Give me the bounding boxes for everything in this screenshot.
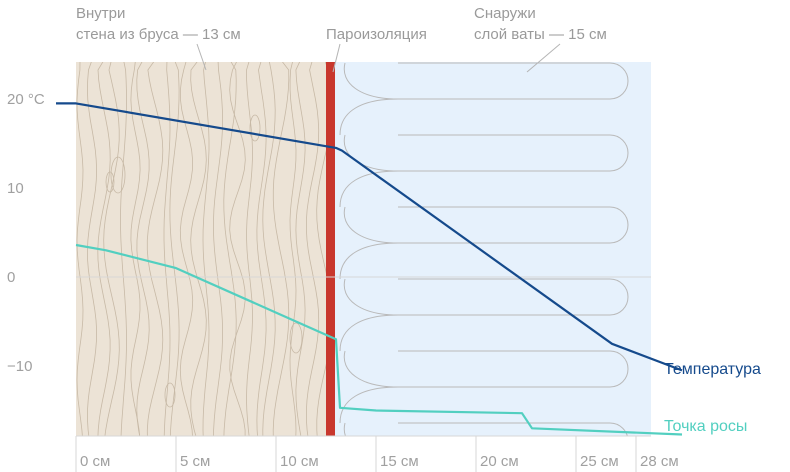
inside-leader-line [196,43,207,71]
temperature-line [56,102,683,372]
y-tick-label: 10 [7,180,24,197]
x-tick-label: 20 см [480,453,519,470]
series-lines [56,102,683,436]
barrier-title: Пароизоляция [326,26,427,43]
x-tick-label: 5 см [180,453,210,470]
insulation-zone [335,62,651,436]
x-tick-label: 0 см [80,453,110,470]
dew-point-series-label: Точка росы [664,418,747,435]
inside-title: Внутри [76,5,125,22]
y-tick-label: −10 [7,358,32,375]
outside-title: Снаружи [474,5,536,22]
x-tick-label: 10 см [280,453,319,470]
outside-subtitle: слой ваты — 15 см [474,26,607,43]
x-tick-label: 28 см [640,453,679,470]
wood-wall-zone [76,62,326,436]
temperature-series-label: Температура [664,361,761,378]
y-tick-label: 0 [7,269,15,286]
barrier-leader-line [332,43,341,73]
dew-point-line [75,243,683,436]
x-tick-label: 15 см [380,453,419,470]
y-tick-label: 20 °C [7,91,45,108]
x-axis-ticks: 0 см 5 см 10 см 15 см 20 см 25 см 28 см [80,453,679,470]
inside-subtitle: стена из бруса — 13 см [76,26,241,43]
vapor-barrier [326,62,335,436]
outside-leader-line [526,43,561,73]
y-axis-ticks: 20 °C 10 0 −10 [7,91,45,375]
grid [75,276,651,472]
wood-grain-pattern [76,62,326,436]
x-tick-label: 25 см [580,453,619,470]
insulation-batting-pattern [339,62,629,436]
